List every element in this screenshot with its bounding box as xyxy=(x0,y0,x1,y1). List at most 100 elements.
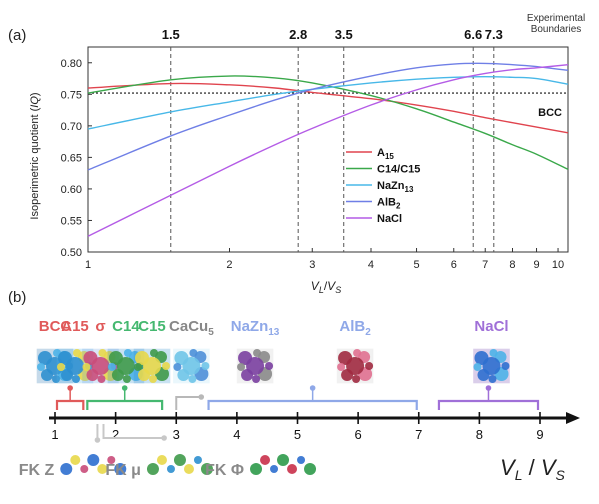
atom xyxy=(73,349,82,357)
y-tick-label: 0.80 xyxy=(61,58,82,70)
atom xyxy=(277,454,290,466)
atom xyxy=(270,465,279,473)
atom xyxy=(297,456,306,464)
atom xyxy=(353,349,362,357)
x-axis-label: VL/VS xyxy=(311,279,341,295)
fk-connector-dot xyxy=(94,437,101,443)
atom xyxy=(287,464,298,474)
phase-ranges xyxy=(55,385,540,410)
atom xyxy=(189,349,198,357)
atom xyxy=(87,454,100,466)
atom xyxy=(473,363,482,371)
phase-range-bracket xyxy=(207,399,418,410)
atom xyxy=(97,464,108,474)
x-tick-label: 7 xyxy=(482,259,488,271)
phase-range-bracket xyxy=(55,399,85,410)
x-tick-label: 4 xyxy=(368,259,374,271)
boundaries-title-line: Experimental xyxy=(527,13,585,24)
atom xyxy=(304,463,317,475)
atom xyxy=(250,463,263,475)
phase-label: NaZn13 xyxy=(231,318,280,338)
phase-label: CaCu5 xyxy=(169,318,214,338)
cacu5-dot xyxy=(198,394,205,400)
x-tick-label: 9 xyxy=(533,259,539,271)
atom xyxy=(200,463,213,475)
boundaries-title-line: Boundaries xyxy=(531,24,582,35)
atom xyxy=(265,362,274,370)
fk-structure-cluster xyxy=(250,454,317,475)
x-tick-label: 5 xyxy=(413,259,419,271)
phase-label: NaCl xyxy=(474,318,508,335)
atom xyxy=(488,375,497,383)
atom xyxy=(150,349,158,357)
fk-phase-label: FK Z xyxy=(19,462,55,479)
series-line-nacl xyxy=(87,63,569,237)
x-tick-label: 8 xyxy=(509,259,515,271)
panel-a-label: (a) xyxy=(8,27,26,44)
panel-a-chart: (a) 0.50 0.55 0.60 0.65 0.70 0.75 0.80 1 2 3 4 5 6 7… xyxy=(8,13,585,295)
x-tick-label: 6 xyxy=(451,259,457,271)
ratio-axis-tick-label: 8 xyxy=(476,427,483,442)
atom xyxy=(237,363,246,371)
atom xyxy=(489,349,498,357)
boundary-label: 3.5 xyxy=(335,27,353,42)
atom xyxy=(166,465,175,473)
structure-cluster xyxy=(133,348,171,384)
y-tick-label: 0.60 xyxy=(61,184,82,196)
atom xyxy=(122,375,131,383)
atom xyxy=(253,349,262,357)
ratio-axis-tick-label: 1 xyxy=(51,427,58,442)
series-line-nazn13 xyxy=(87,75,569,130)
atom xyxy=(107,363,116,371)
phase-label: A15 xyxy=(61,318,89,335)
phase-label: BCC xyxy=(39,318,72,335)
atom xyxy=(337,363,346,371)
boundary-label: 7.3 xyxy=(485,27,503,42)
atom xyxy=(57,363,66,371)
ratio-axis-tick-label: 6 xyxy=(355,427,362,442)
legend-label: NaZn13 xyxy=(377,180,414,194)
atom xyxy=(91,357,110,375)
atom xyxy=(98,349,107,357)
atom xyxy=(188,375,197,383)
ratio-axis-label: VL / VS xyxy=(500,455,566,483)
bracket-dot xyxy=(309,385,316,391)
y-tick-label: 0.50 xyxy=(61,247,82,259)
series-lines xyxy=(87,62,569,237)
atom xyxy=(183,464,194,474)
x-tick-label: 3 xyxy=(309,259,315,271)
fk-structure-cluster xyxy=(146,454,213,475)
atom xyxy=(173,363,182,371)
atom xyxy=(260,455,271,465)
boundary-label: 6.6 xyxy=(464,27,482,42)
atom xyxy=(193,456,202,464)
structure-cluster xyxy=(336,348,374,384)
panel-b-label: (b) xyxy=(8,289,26,306)
atom xyxy=(162,362,170,370)
ratio-axis: 1 2 3 4 5 6 7 8 9 xyxy=(49,412,580,442)
atom xyxy=(482,357,501,375)
atom xyxy=(365,362,374,370)
series-line-a15 xyxy=(87,82,569,134)
atom xyxy=(146,463,159,475)
atom xyxy=(352,375,361,383)
fk-connector xyxy=(102,424,165,439)
atom xyxy=(134,363,142,371)
series-line-c14-c15 xyxy=(87,75,569,171)
phase-label: σ xyxy=(95,318,105,335)
bracket-dot xyxy=(67,385,73,391)
series-line-alb2 xyxy=(87,62,569,171)
ratio-axis-tick-label: 5 xyxy=(294,427,301,442)
structure-cluster xyxy=(173,348,210,384)
phase-label: C14 xyxy=(112,318,140,335)
ratio-axis-tick-label: 2 xyxy=(112,427,119,442)
phase-range-bracket xyxy=(437,399,540,410)
atom xyxy=(52,375,60,383)
atom xyxy=(70,455,81,465)
fk-structure-cluster xyxy=(60,454,127,475)
experimental-boundaries: 1.5 2.8 3.5 6.6 7.3 xyxy=(88,27,568,252)
atom xyxy=(37,363,45,371)
atom xyxy=(97,375,106,383)
fk-phase-label: FK μ xyxy=(105,462,141,479)
